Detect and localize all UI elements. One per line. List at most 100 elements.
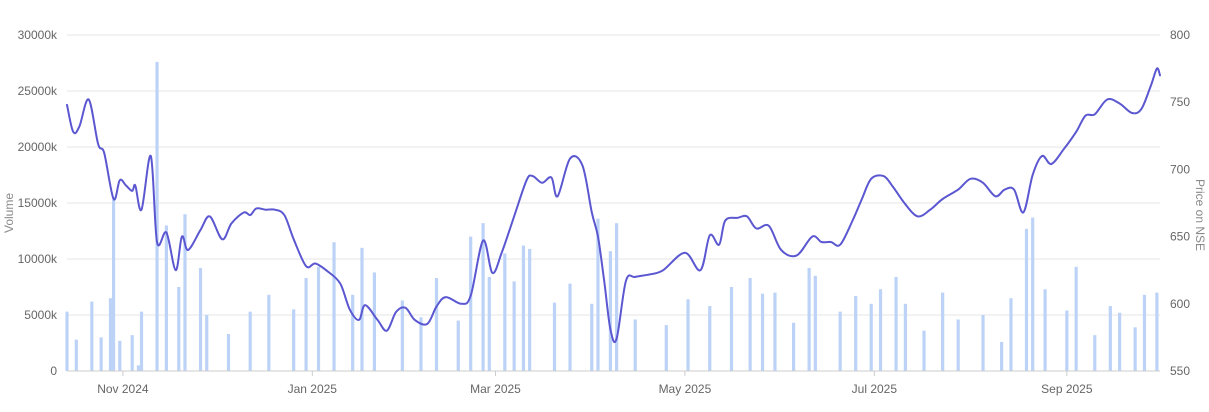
volume-bar bbox=[316, 266, 321, 371]
x-tick-label: Jul 2025 bbox=[852, 382, 898, 396]
x-tick-label: Jan 2025 bbox=[288, 382, 338, 396]
volume-bar bbox=[164, 225, 168, 371]
volume-bar bbox=[528, 248, 532, 371]
volume-bar bbox=[1155, 292, 1159, 371]
right-tick-label: 650 bbox=[1170, 230, 1190, 244]
volume-bar bbox=[139, 311, 144, 371]
volume-bar bbox=[292, 309, 296, 371]
price-line bbox=[66, 67, 1161, 344]
volume-bar bbox=[633, 319, 637, 371]
volume-bar bbox=[177, 287, 181, 371]
left-tick-label: 20000k bbox=[18, 140, 58, 154]
volume-bars bbox=[65, 61, 1159, 371]
volume-bar bbox=[894, 276, 898, 371]
volume-bar bbox=[400, 300, 404, 371]
volume-bar bbox=[838, 311, 842, 371]
axes: 0 5000k 10000k 15000k 20000k 25000k 30000k 550 6… bbox=[18, 28, 1191, 396]
volume-bar bbox=[332, 242, 336, 371]
volume-bar bbox=[1024, 228, 1029, 371]
volume-bar bbox=[664, 325, 668, 371]
volume-bar bbox=[1031, 217, 1035, 371]
volume-bar bbox=[878, 289, 883, 371]
right-tick-label: 750 bbox=[1170, 95, 1190, 109]
x-tick-label: Nov 2024 bbox=[97, 382, 149, 396]
volume-bar bbox=[1043, 289, 1047, 371]
volume-bar bbox=[922, 330, 926, 371]
volume-bar bbox=[469, 236, 473, 371]
volume-bar bbox=[615, 223, 619, 371]
right-tick-label: 700 bbox=[1170, 162, 1190, 176]
volume-bar bbox=[686, 299, 690, 371]
volume-bar bbox=[521, 245, 526, 371]
volume-bar bbox=[552, 302, 557, 371]
left-axis-title: Volume bbox=[2, 193, 16, 233]
volume-bar bbox=[981, 315, 985, 371]
volume-bar bbox=[481, 223, 485, 371]
x-tick-label: May 2025 bbox=[659, 382, 712, 396]
volume-bar bbox=[1093, 335, 1097, 371]
volume-bar bbox=[65, 311, 69, 371]
right-tick-label: 800 bbox=[1170, 28, 1190, 42]
volume-bar bbox=[130, 335, 134, 371]
volume-bar bbox=[267, 294, 271, 371]
volume-bar bbox=[1074, 266, 1078, 371]
price-line-group bbox=[66, 67, 1161, 344]
volume-bar bbox=[608, 251, 612, 371]
volume-bar bbox=[590, 303, 594, 371]
volume-bar bbox=[74, 339, 78, 371]
volume-bar bbox=[351, 294, 355, 371]
volume-bar bbox=[813, 275, 817, 371]
volume-bar bbox=[568, 283, 572, 371]
volume-bar bbox=[111, 199, 116, 371]
volume-bar bbox=[434, 278, 439, 371]
left-tick-label: 10000k bbox=[18, 252, 58, 266]
volume-bar bbox=[748, 278, 752, 371]
volume-bar bbox=[183, 214, 187, 371]
volume-bar bbox=[773, 292, 777, 371]
volume-bar bbox=[248, 311, 252, 371]
volume-bar bbox=[304, 278, 308, 371]
left-tick-label: 15000k bbox=[18, 196, 58, 210]
volume-bar bbox=[729, 287, 734, 371]
volume-bar bbox=[1000, 341, 1004, 371]
volume-bar bbox=[99, 337, 103, 371]
left-tick-label: 25000k bbox=[18, 84, 58, 98]
volume-bar bbox=[108, 298, 113, 371]
volume-bar bbox=[456, 320, 460, 371]
volume-bar bbox=[807, 267, 811, 371]
volume-bar bbox=[1065, 310, 1069, 371]
volume-bar bbox=[854, 295, 858, 371]
volume-bar bbox=[155, 61, 159, 371]
volume-bar bbox=[118, 340, 122, 371]
left-tick-label: 0 bbox=[50, 364, 57, 378]
volume-bar bbox=[956, 319, 960, 371]
volume-bar bbox=[136, 365, 141, 371]
volume-bar bbox=[1133, 327, 1137, 371]
right-axis-title: Price on NSE bbox=[1193, 179, 1207, 251]
volume-bar bbox=[90, 301, 94, 371]
volume-bar bbox=[1118, 312, 1122, 371]
left-tick-label: 30000k bbox=[18, 28, 58, 42]
volume-bar bbox=[419, 317, 423, 371]
x-tick-label: Sep 2025 bbox=[1041, 382, 1093, 396]
right-tick-label: 550 bbox=[1170, 364, 1190, 378]
grid-lines bbox=[67, 34, 1160, 372]
volume-bar bbox=[1142, 294, 1147, 371]
volume-bar bbox=[198, 267, 203, 371]
volume-bar bbox=[596, 218, 600, 371]
left-tick-label: 5000k bbox=[24, 308, 58, 322]
right-tick-label: 600 bbox=[1170, 297, 1190, 311]
volume-bar bbox=[205, 315, 209, 371]
volume-bar bbox=[760, 293, 765, 371]
volume-bar bbox=[1108, 306, 1112, 371]
volume-bar bbox=[941, 292, 945, 371]
volume-bar bbox=[708, 306, 712, 371]
volume-bar bbox=[1009, 298, 1013, 371]
volume-bar bbox=[512, 281, 516, 371]
volume-bar bbox=[903, 303, 907, 371]
volume-bar bbox=[791, 322, 796, 371]
volume-bar bbox=[372, 272, 377, 371]
volume-bar bbox=[869, 303, 873, 371]
